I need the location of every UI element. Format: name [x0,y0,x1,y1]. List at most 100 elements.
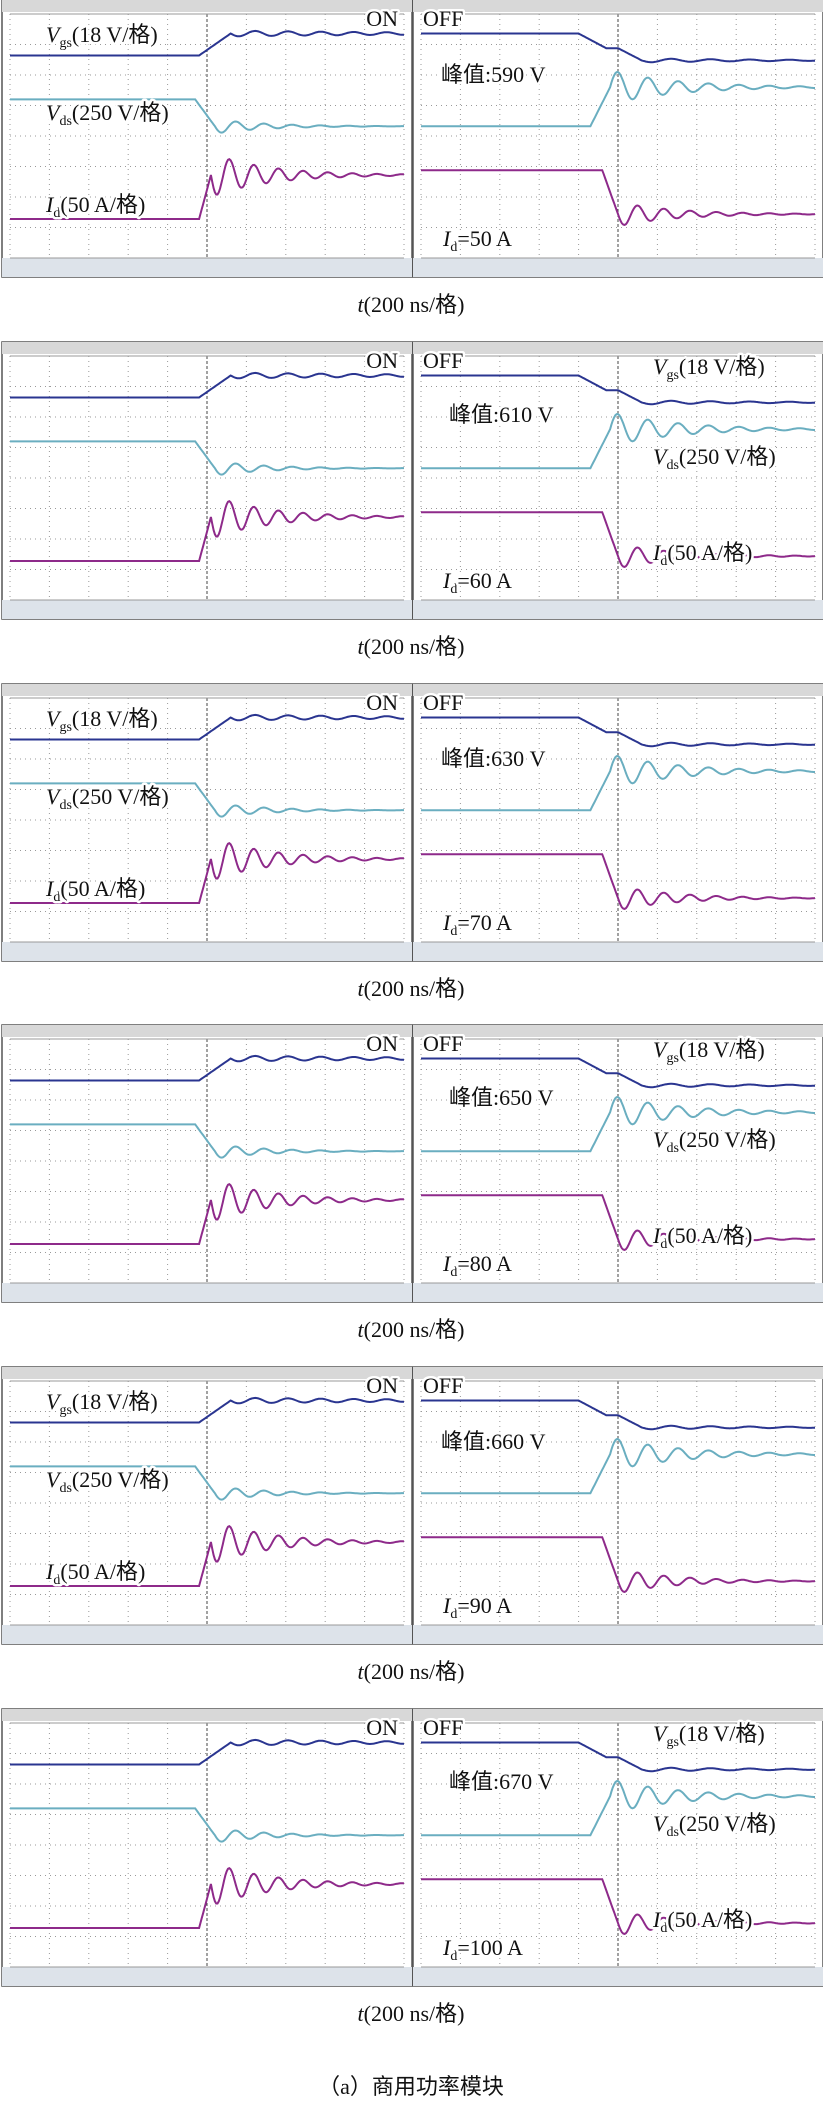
scope-top-bar [413,342,823,354]
current-label-subscript: d [450,1607,457,1622]
vgs-label: Vgs(18 V/格) [46,22,158,51]
vgs-label-text: (18 V/格) [72,706,158,731]
scope-panel: ON [1,1024,413,1303]
vds-wave [10,1465,404,1501]
time-symbol: t [358,976,365,1001]
vds-label-subscript: ds [666,1141,678,1156]
time-text: (200 ns/格) [364,1659,465,1684]
vgs-label: Vgs(18 V/格) [653,1037,765,1066]
scope-panel: OFF 峰值:590 V Id=50 A [412,0,823,278]
vds-wave [10,782,404,818]
id-wave [421,1536,816,1593]
vgs-label-symbol: V [46,706,62,731]
vgs-label-text: (18 V/格) [679,1037,765,1062]
vgs-wave [421,32,816,64]
id-label-text: (50 A/格) [60,1559,145,1584]
current-label-subscript: d [450,1949,457,1964]
vds-label-text: (250 V/格) [679,444,776,469]
vds-label-symbol: V [46,1467,62,1492]
scope-top-bar [413,1709,823,1721]
id-wave [421,853,816,910]
current-label-text: =60 A [457,568,512,593]
peak-label: 峰值:650 V [449,1085,554,1110]
id-label: Id(50 A/格) [45,192,145,221]
time-symbol: t [358,1659,365,1684]
vds-label-text: (250 V/格) [679,1811,776,1836]
current-label-text: =90 A [457,1593,512,1618]
vgs-wave [10,1738,404,1766]
on-label: ON [366,6,398,31]
vgs-label: Vgs(18 V/格) [653,1721,765,1750]
vds-label-subscript: ds [59,1481,71,1496]
vds-wave [421,755,815,812]
peak-label: 峰值:630 V [441,746,546,771]
vgs-label-text: (18 V/格) [679,354,765,379]
vds-wave [421,1096,815,1153]
scope-status-bar [413,1967,823,1986]
vds-wave [10,1807,404,1843]
vgs-wave [10,1396,404,1424]
off-label: OFF [423,1031,463,1056]
scope-status-bar [2,1625,412,1644]
scope-status-bar [413,258,823,277]
scope-top-bar [2,1709,412,1721]
vgs-label-symbol: V [653,354,669,379]
vgs-label-symbol: V [46,1389,62,1414]
vgs-label-subscript: gs [666,1051,678,1066]
vgs-label: Vgs(18 V/格) [46,706,158,735]
on-label: ON [366,348,398,373]
scope-top-bar [2,342,412,354]
id-label-subscript: d [660,554,667,569]
id-wave [421,511,816,568]
id-label-subscript: d [660,1237,667,1252]
vds-wave [10,1123,404,1159]
off-label: OFF [423,348,463,373]
time-symbol: t [358,292,365,317]
id-wave [10,1183,405,1245]
id-wave [10,158,405,220]
vgs-label-subscript: gs [59,720,71,735]
scope-status-bar [2,258,412,277]
off-label: OFF [423,1715,463,1740]
current-label-text: =100 A [457,1935,523,1960]
time-symbol: t [358,2001,365,2026]
current-label: Id=60 A [442,568,512,597]
vgs-wave [10,1054,404,1082]
vds-label: Vds(250 V/格) [46,784,169,813]
on-label: ON [366,1031,398,1056]
current-label-subscript: d [450,924,457,939]
vgs-label-text: (18 V/格) [679,1721,765,1746]
scope-status-bar [2,942,412,961]
time-caption: t(200 ns/格) [358,1659,465,1684]
vds-label-symbol: V [46,784,62,809]
figure-caption: （a）商用功率模块 [318,2074,504,2099]
current-label: Id=70 A [442,910,512,939]
scope-status-bar [413,1283,823,1302]
scope-status-bar [2,1967,412,1986]
off-label: OFF [423,6,463,31]
scope-top-bar [413,684,823,696]
vgs-label-text: (18 V/格) [72,22,158,47]
vgs-wave [421,374,816,406]
peak-label: 峰值:660 V [441,1429,546,1454]
id-wave [421,1194,816,1251]
scope-panel: ON [1,1708,413,1987]
time-text: (200 ns/格) [364,976,465,1001]
vgs-label-symbol: V [653,1037,669,1062]
vgs-label-symbol: V [653,1721,669,1746]
scope-top-bar [2,0,412,12]
time-text: (200 ns/格) [364,634,465,659]
vgs-label: Vgs(18 V/格) [653,354,765,383]
time-symbol: t [358,634,365,659]
vds-label: Vds(250 V/格) [653,1811,776,1840]
id-label: Id(50 A/格) [652,1223,752,1252]
vds-label: Vds(250 V/格) [653,444,776,473]
time-text: (200 ns/格) [364,2001,465,2026]
peak-label: 峰值:590 V [441,62,546,87]
scope-top-bar [2,684,412,696]
scope-top-bar [413,0,823,12]
